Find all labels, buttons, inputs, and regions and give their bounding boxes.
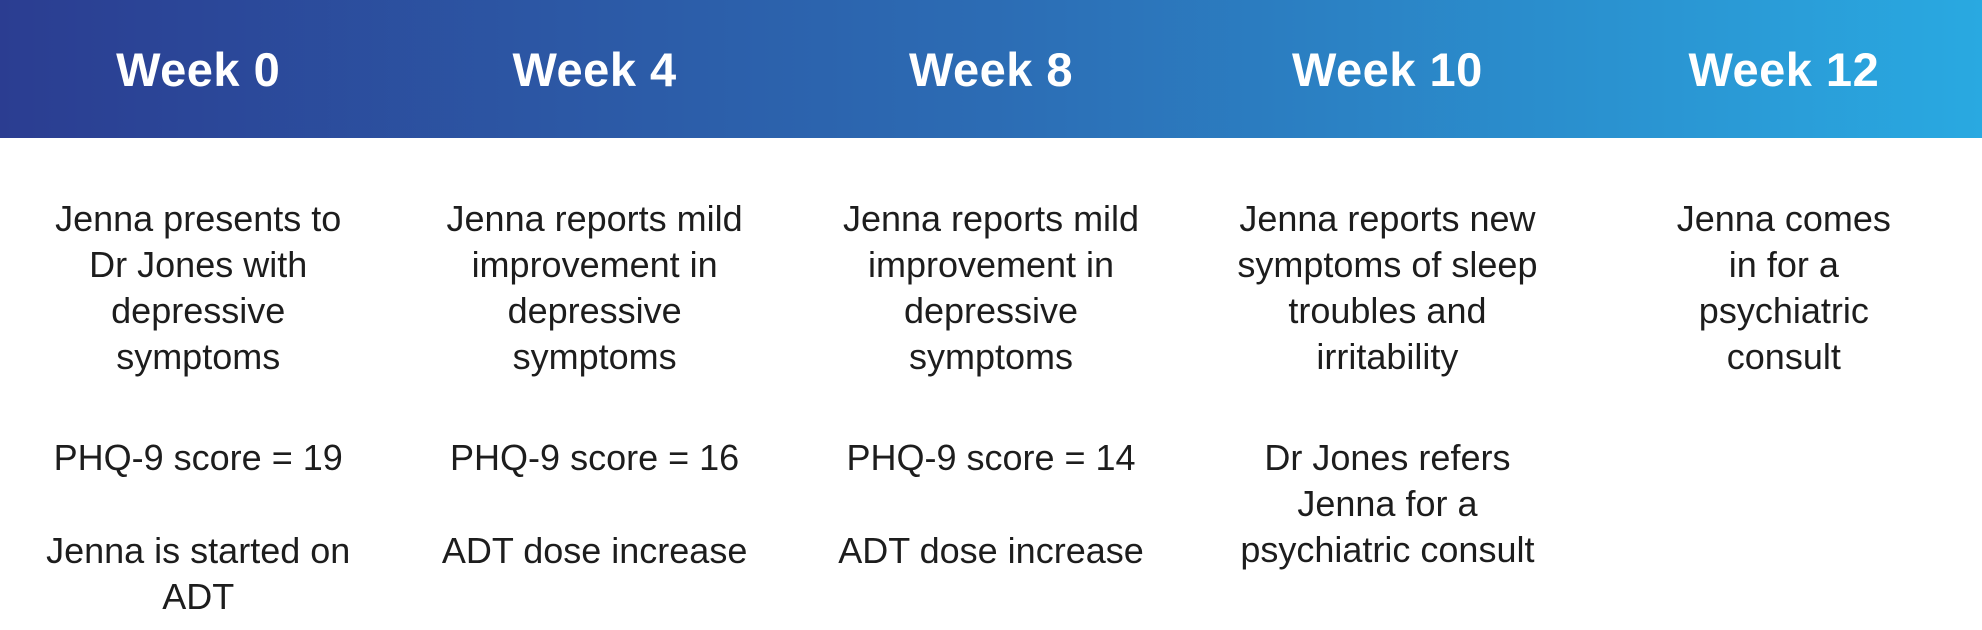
timeline-body: Jenna presents to Dr Jones with depressi… [0, 138, 1982, 620]
event-text: PHQ-9 score = 14 [846, 437, 1136, 478]
event-text: Jenna reports new symptoms of sleep trou… [1237, 198, 1538, 377]
event-text: Jenna reports mild improvement in depres… [842, 198, 1140, 377]
timeline-column-week8: Jenna reports mild improvement in depres… [793, 138, 1189, 620]
week-header-3: Week 10 [1292, 42, 1483, 96]
week-header-0: Week 0 [116, 42, 281, 96]
timeline-header-bar: Week 0 Week 4 Week 8 Week 10 Week 12 [0, 0, 1982, 138]
week-header-1: Week 4 [512, 42, 677, 96]
event-text: ADT dose increase [838, 530, 1144, 571]
event-text: PHQ-9 score = 16 [450, 437, 740, 478]
event-text: Jenna comes in for a psychiatric consult [1676, 198, 1891, 377]
timeline-column-week10: Jenna reports new symptoms of sleep trou… [1189, 138, 1585, 620]
timeline-column-week4: Jenna reports mild improvement in depres… [396, 138, 792, 620]
event-text: PHQ-9 score = 19 [53, 437, 343, 478]
event-text: Jenna reports mild improvement in depres… [446, 198, 743, 377]
event-text: ADT dose increase [441, 530, 748, 571]
event-text [1586, 435, 1982, 528]
timeline-column-week0: Jenna presents to Dr Jones with depressi… [0, 138, 396, 620]
timeline-column-week12: Jenna comes in for a psychiatric consult [1586, 138, 1982, 620]
event-text: Jenna presents to Dr Jones with depressi… [55, 198, 342, 377]
event-text: Dr Jones refers Jenna for a psychiatric … [1240, 437, 1535, 570]
event-text: Jenna is started on ADT [46, 530, 351, 617]
week-header-2: Week 8 [908, 42, 1074, 96]
week-header-4: Week 12 [1688, 42, 1880, 96]
